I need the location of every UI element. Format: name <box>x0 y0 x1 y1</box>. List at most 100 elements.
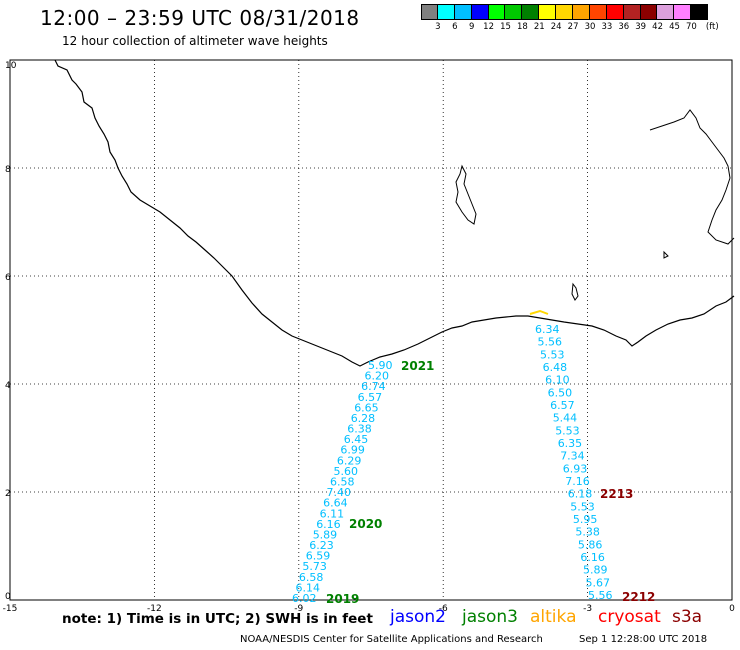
swh-value: 6.38 <box>347 423 372 436</box>
pass-label: 2020 <box>349 517 382 531</box>
colorbar-swatch <box>691 4 709 20</box>
swh-value: 6.74 <box>361 380 386 393</box>
pass-label: 2213 <box>600 487 633 501</box>
colorbar-label: 18 <box>516 22 528 32</box>
swh-value: 6.58 <box>299 571 324 584</box>
swh-value: 6.14 <box>296 581 321 594</box>
x-tick-label: -3 <box>583 604 592 614</box>
swh-value: 5.86 <box>578 538 603 551</box>
swh-value: 6.16 <box>316 518 341 531</box>
colorbar-swatch <box>437 4 455 20</box>
page-subtitle: 12 hour collection of altimeter wave hei… <box>62 34 328 48</box>
colorbar-label: 3 <box>435 22 441 32</box>
legend-cryosat: cryosat <box>598 607 661 627</box>
swh-value: 7.16 <box>565 475 590 488</box>
y-tick-label: 0 <box>5 592 11 602</box>
y-tick-label: 8 <box>5 165 11 175</box>
coastline <box>54 59 735 367</box>
swh-value: 6.57 <box>358 391 383 404</box>
northeast-coastline <box>649 109 735 245</box>
colorbar-label: 15 <box>500 22 511 32</box>
pass-label: 2021 <box>401 359 434 373</box>
swh-value: 5.73 <box>302 560 327 573</box>
colorbar-swatch <box>421 4 438 20</box>
pass-label: 2212 <box>622 590 655 604</box>
colorbar-label: 42 <box>652 22 664 32</box>
swh-value: 5.56 <box>538 336 563 349</box>
legend-jason2: jason2 <box>390 607 446 627</box>
colorbar-label: 9 <box>468 22 475 32</box>
pass-labels: 2021 2020 2019 2213 2212 <box>326 359 655 606</box>
inland-lake <box>455 164 477 225</box>
swh-value: 6.57 <box>550 399 575 412</box>
swh-value: 6.28 <box>351 412 376 425</box>
grid-lines <box>10 60 732 600</box>
y-tick-label: 4 <box>5 381 11 391</box>
timestamp: Sep 1 12:28:00 UTC 2018 <box>579 634 708 645</box>
swh-value: 5.44 <box>553 412 578 425</box>
swh-value: 6.18 <box>568 488 593 501</box>
swh-value: 6.10 <box>545 374 570 387</box>
colorbar-swatch <box>657 4 675 20</box>
swh-value: 5.89 <box>313 529 338 542</box>
colorbar-swatch <box>640 4 658 20</box>
y-tick-label: 10 <box>5 61 17 71</box>
swh-value: 6.48 <box>543 361 568 374</box>
colorbar-swatch <box>589 4 607 20</box>
island <box>571 282 579 301</box>
x-tick-label: -15 <box>3 604 18 614</box>
swh-value: 5.38 <box>575 526 600 539</box>
swh-value: 7.40 <box>327 486 352 499</box>
track-west: 5.906.206.746.576.656.286.386.456.996.29… <box>292 359 393 605</box>
colorbar-label: 27 <box>567 22 579 32</box>
colorbar-swatch <box>488 4 506 20</box>
legend-altika: altika <box>530 607 577 627</box>
x-tick-label: -9 <box>294 604 303 614</box>
y-tick-label: 2 <box>5 489 11 499</box>
swh-value: 5.95 <box>573 513 598 526</box>
x-tick-label: -6 <box>439 604 448 614</box>
swh-value: 6.34 <box>535 323 560 336</box>
swh-value: 5.53 <box>555 424 580 437</box>
swh-value: 6.11 <box>320 507 345 520</box>
y-tick-label: 6 <box>5 273 11 283</box>
swh-value: 6.02 <box>292 592 317 605</box>
colorbar-label: 45 <box>669 22 680 32</box>
swh-value: 5.90 <box>368 359 393 372</box>
swh-value: 6.45 <box>344 433 369 446</box>
swh-value: 6.93 <box>563 462 588 475</box>
colorbar-label: 30 <box>584 22 596 32</box>
colorbar-label: 21 <box>533 22 545 32</box>
footnote: note: 1) Time is in UTC; 2) SWH is in fe… <box>62 611 373 627</box>
swh-value: 6.29 <box>337 454 362 467</box>
colorbar-swatch <box>556 4 574 20</box>
colorbar-swatch <box>539 4 557 20</box>
map-frame <box>9 59 733 601</box>
colorbar-label: 39 <box>635 22 647 32</box>
legend-jason3: jason3 <box>462 607 518 627</box>
swh-value: 6.16 <box>580 551 605 564</box>
colorbar-label: 70 <box>685 22 697 32</box>
swh-value: 5.56 <box>588 589 613 602</box>
x-tick-label: 0 <box>729 604 735 614</box>
colorbar-label: 12 <box>483 22 495 32</box>
swh-value: 5.89 <box>583 564 608 577</box>
colorbar-swatch <box>606 4 624 20</box>
page-title: 12:00 – 23:59 UTC 08/31/2018 <box>40 6 360 30</box>
swh-value: 6.20 <box>365 370 390 383</box>
x-tick-label: -12 <box>147 604 162 614</box>
colorbar-swatch <box>471 4 489 20</box>
colorbar-swatch <box>505 4 523 20</box>
colorbar-swatch <box>623 4 641 20</box>
cape-outline <box>663 250 669 259</box>
altika-segment <box>529 309 549 315</box>
colorbar-label: 24 <box>550 22 562 32</box>
colorbar-unit: (ft) <box>705 22 719 32</box>
legend-s3a: s3a <box>672 607 703 627</box>
colorbar-label: 36 <box>618 22 630 32</box>
colorbar-swatch <box>573 4 590 20</box>
swh-value: 7.34 <box>560 450 585 463</box>
swh-value: 6.64 <box>323 497 348 510</box>
swh-value: 6.99 <box>340 444 365 457</box>
